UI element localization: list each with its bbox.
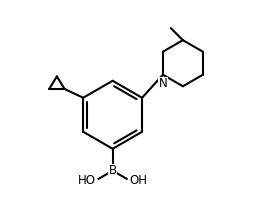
Text: OH: OH <box>130 174 148 187</box>
Text: HO: HO <box>78 174 95 187</box>
Text: B: B <box>109 164 117 177</box>
Text: N: N <box>158 77 167 90</box>
